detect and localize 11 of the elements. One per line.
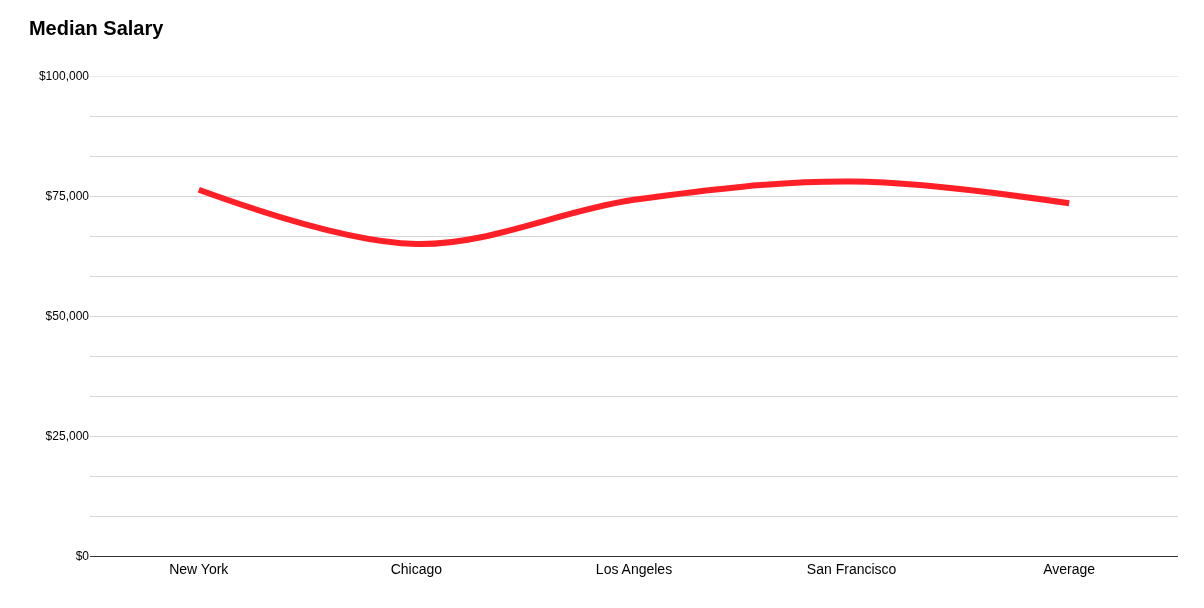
chart-title: Median Salary <box>28 17 165 40</box>
x-tick-label: Chicago <box>390 560 443 577</box>
y-tick-label: $25,000 <box>45 429 90 444</box>
x-tick-label: Average <box>1043 560 1096 577</box>
y-tick-label: $0 <box>75 549 90 564</box>
y-tick-label: $50,000 <box>45 309 90 324</box>
y-tick-label: $75,000 <box>45 189 90 204</box>
x-tick-label: New York <box>169 560 230 577</box>
x-tick-label: Los Angeles <box>595 560 673 577</box>
y-tick-label: $100,000 <box>38 69 90 84</box>
x-tick-label: San Francisco <box>806 560 897 577</box>
